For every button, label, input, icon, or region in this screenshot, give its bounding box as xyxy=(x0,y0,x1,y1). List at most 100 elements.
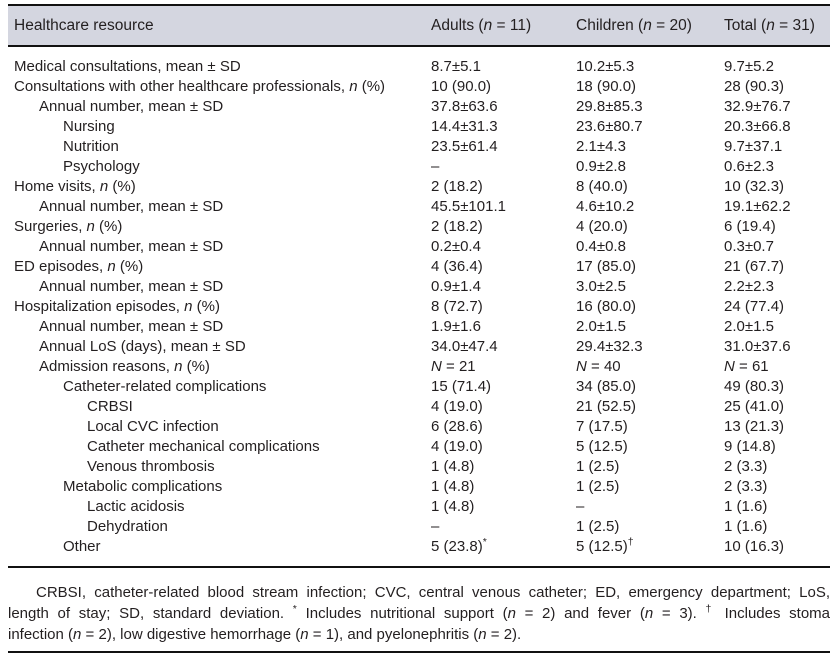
adults-value: 4 (36.4) xyxy=(431,258,483,275)
table-row: Consultations with other healthcare prof… xyxy=(8,77,830,97)
row-label: Annual number, mean ± SD xyxy=(39,318,224,335)
adults-value: 1 (4.8) xyxy=(431,478,475,495)
table-row: Nutrition 23.5±61.4 2.1±4.3 9.7±37.1 xyxy=(8,137,830,157)
total-value: 9.7±5.2 xyxy=(724,58,774,75)
adults-value: 8 (72.7) xyxy=(431,298,483,315)
table-row: Home visits, n (%) 2 (18.2) 8 (40.0) 10 … xyxy=(8,177,830,197)
table-row: Hospitalization episodes, n (%) 8 (72.7)… xyxy=(8,297,830,317)
adults-value: 45.5±101.1 xyxy=(431,198,506,215)
table-row: Annual LoS (days), mean ± SD 34.0±47.4 2… xyxy=(8,337,830,357)
total-value: N = 61 xyxy=(724,358,769,375)
adults-value: 1 (4.8) xyxy=(431,458,475,475)
table-row: Dehydration – 1 (2.5) 1 (1.6) xyxy=(8,517,830,537)
row-label: Nursing xyxy=(63,118,115,135)
table-row: Metabolic complications 1 (4.8) 1 (2.5) … xyxy=(8,477,830,497)
row-label: Annual number, mean ± SD xyxy=(39,98,224,115)
adults-value: 10 (90.0) xyxy=(431,78,492,95)
row-label: Annual LoS (days), mean ± SD xyxy=(39,338,246,355)
children-value: 29.4±32.3 xyxy=(576,338,643,355)
table-row: Annual number, mean ± SD 0.9±1.4 3.0±2.5… xyxy=(8,277,830,297)
row-label: Annual number, mean ± SD xyxy=(39,238,224,255)
table-body: Medical consultations, mean ± SD 8.7±5.1… xyxy=(8,46,830,567)
row-label: Dehydration xyxy=(87,518,168,535)
row-label: Medical consultations, mean ± SD xyxy=(14,58,241,75)
adults-value: 1 (4.8) xyxy=(431,498,475,515)
children-value: 17 (85.0) xyxy=(576,258,637,275)
table-row: Local CVC infection 6 (28.6) 7 (17.5) 13… xyxy=(8,417,830,437)
total-value: 25 (41.0) xyxy=(724,398,785,415)
adults-value: – xyxy=(431,518,440,535)
row-label: Annual number, mean ± SD xyxy=(39,198,224,215)
column-header-adults: Adults (n = 11) xyxy=(431,4,576,47)
total-value: 19.1±62.2 xyxy=(724,198,791,215)
total-value: 24 (77.4) xyxy=(724,298,785,315)
row-label: Annual number, mean ± SD xyxy=(39,278,224,295)
adults-value: N = 21 xyxy=(431,358,476,375)
table-row: Admission reasons, n (%) N = 21 N = 40 N… xyxy=(8,357,830,377)
adults-value: 6 (28.6) xyxy=(431,418,483,435)
children-value: 1 (2.5) xyxy=(576,478,620,495)
children-value: 7 (17.5) xyxy=(576,418,628,435)
row-label: Local CVC infection xyxy=(87,418,219,435)
children-value: 29.8±85.3 xyxy=(576,98,643,115)
adults-value: 8.7±5.1 xyxy=(431,58,481,75)
total-value: 13 (21.3) xyxy=(724,418,785,435)
healthcare-resource-table: Healthcare resource Adults (n = 11) Chil… xyxy=(8,4,830,568)
children-value: 1 (2.5) xyxy=(576,458,620,475)
table-row: Annual number, mean ± SD 45.5±101.1 4.6±… xyxy=(8,197,830,217)
adults-value: 5 (23.8)* xyxy=(431,536,487,555)
adults-value: 15 (71.4) xyxy=(431,378,492,395)
children-value: 2.0±1.5 xyxy=(576,318,626,335)
row-label: Nutrition xyxy=(63,138,119,155)
children-value: 34 (85.0) xyxy=(576,378,637,395)
row-label: Catheter-related complications xyxy=(63,378,267,395)
children-value: 8 (40.0) xyxy=(576,178,628,195)
row-label: Consultations with other healthcare prof… xyxy=(14,78,386,95)
children-value: 21 (52.5) xyxy=(576,398,637,415)
row-label: Catheter mechanical complications xyxy=(87,438,320,455)
table-row: CRBSI 4 (19.0) 21 (52.5) 25 (41.0) xyxy=(8,397,830,417)
table-row: Annual number, mean ± SD 37.8±63.6 29.8±… xyxy=(8,97,830,117)
header-row: Healthcare resource Adults (n = 11) Chil… xyxy=(8,4,830,47)
column-header-resource: Healthcare resource xyxy=(8,4,431,47)
table-row: ED episodes, n (%) 4 (36.4) 17 (85.0) 21… xyxy=(8,257,830,277)
total-value: 2.2±2.3 xyxy=(724,278,774,295)
children-value: 4 (20.0) xyxy=(576,218,628,235)
total-value: 0.6±2.3 xyxy=(724,158,774,175)
children-value: 23.6±80.7 xyxy=(576,118,643,135)
row-label: Hospitalization episodes, n (%) xyxy=(14,298,220,315)
children-value: 18 (90.0) xyxy=(576,78,637,95)
column-header-children: Children (n = 20) xyxy=(576,4,724,47)
total-value: 1 (1.6) xyxy=(724,498,768,515)
row-label: Metabolic complications xyxy=(63,478,223,495)
adults-value: – xyxy=(431,158,440,175)
table-row: Other 5 (23.8)* 5 (12.5)† 10 (16.3) xyxy=(8,537,830,567)
adults-value: 0.2±0.4 xyxy=(431,238,481,255)
table-header: Healthcare resource Adults (n = 11) Chil… xyxy=(8,4,830,47)
total-value: 10 (32.3) xyxy=(724,178,785,195)
total-value: 28 (90.3) xyxy=(724,78,785,95)
row-label: Psychology xyxy=(63,158,140,175)
adults-value: 2 (18.2) xyxy=(431,218,483,235)
footnote: CRBSI, catheter-related blood stream inf… xyxy=(8,582,830,653)
children-value: 4.6±10.2 xyxy=(576,198,635,215)
table-row: Venous thrombosis 1 (4.8) 1 (2.5) 2 (3.3… xyxy=(8,457,830,477)
row-label: CRBSI xyxy=(87,398,133,415)
total-value: 10 (16.3) xyxy=(724,538,785,555)
total-value: 21 (67.7) xyxy=(724,258,785,275)
total-value: 0.3±0.7 xyxy=(724,238,774,255)
children-value: 3.0±2.5 xyxy=(576,278,626,295)
table-row: Surgeries, n (%) 2 (18.2) 4 (20.0) 6 (19… xyxy=(8,217,830,237)
total-value: 32.9±76.7 xyxy=(724,98,791,115)
adults-value: 4 (19.0) xyxy=(431,438,483,455)
column-header-total: Total (n = 31) xyxy=(724,4,830,47)
row-label: Admission reasons, n (%) xyxy=(39,358,210,375)
total-value: 9 (14.8) xyxy=(724,438,776,455)
total-value: 1 (1.6) xyxy=(724,518,768,535)
row-label: Other xyxy=(63,538,101,555)
children-value: 5 (12.5) xyxy=(576,438,628,455)
total-value: 2 (3.3) xyxy=(724,478,768,495)
total-value: 49 (80.3) xyxy=(724,378,785,395)
total-value: 20.3±66.8 xyxy=(724,118,791,135)
table-row: Nursing 14.4±31.3 23.6±80.7 20.3±66.8 xyxy=(8,117,830,137)
